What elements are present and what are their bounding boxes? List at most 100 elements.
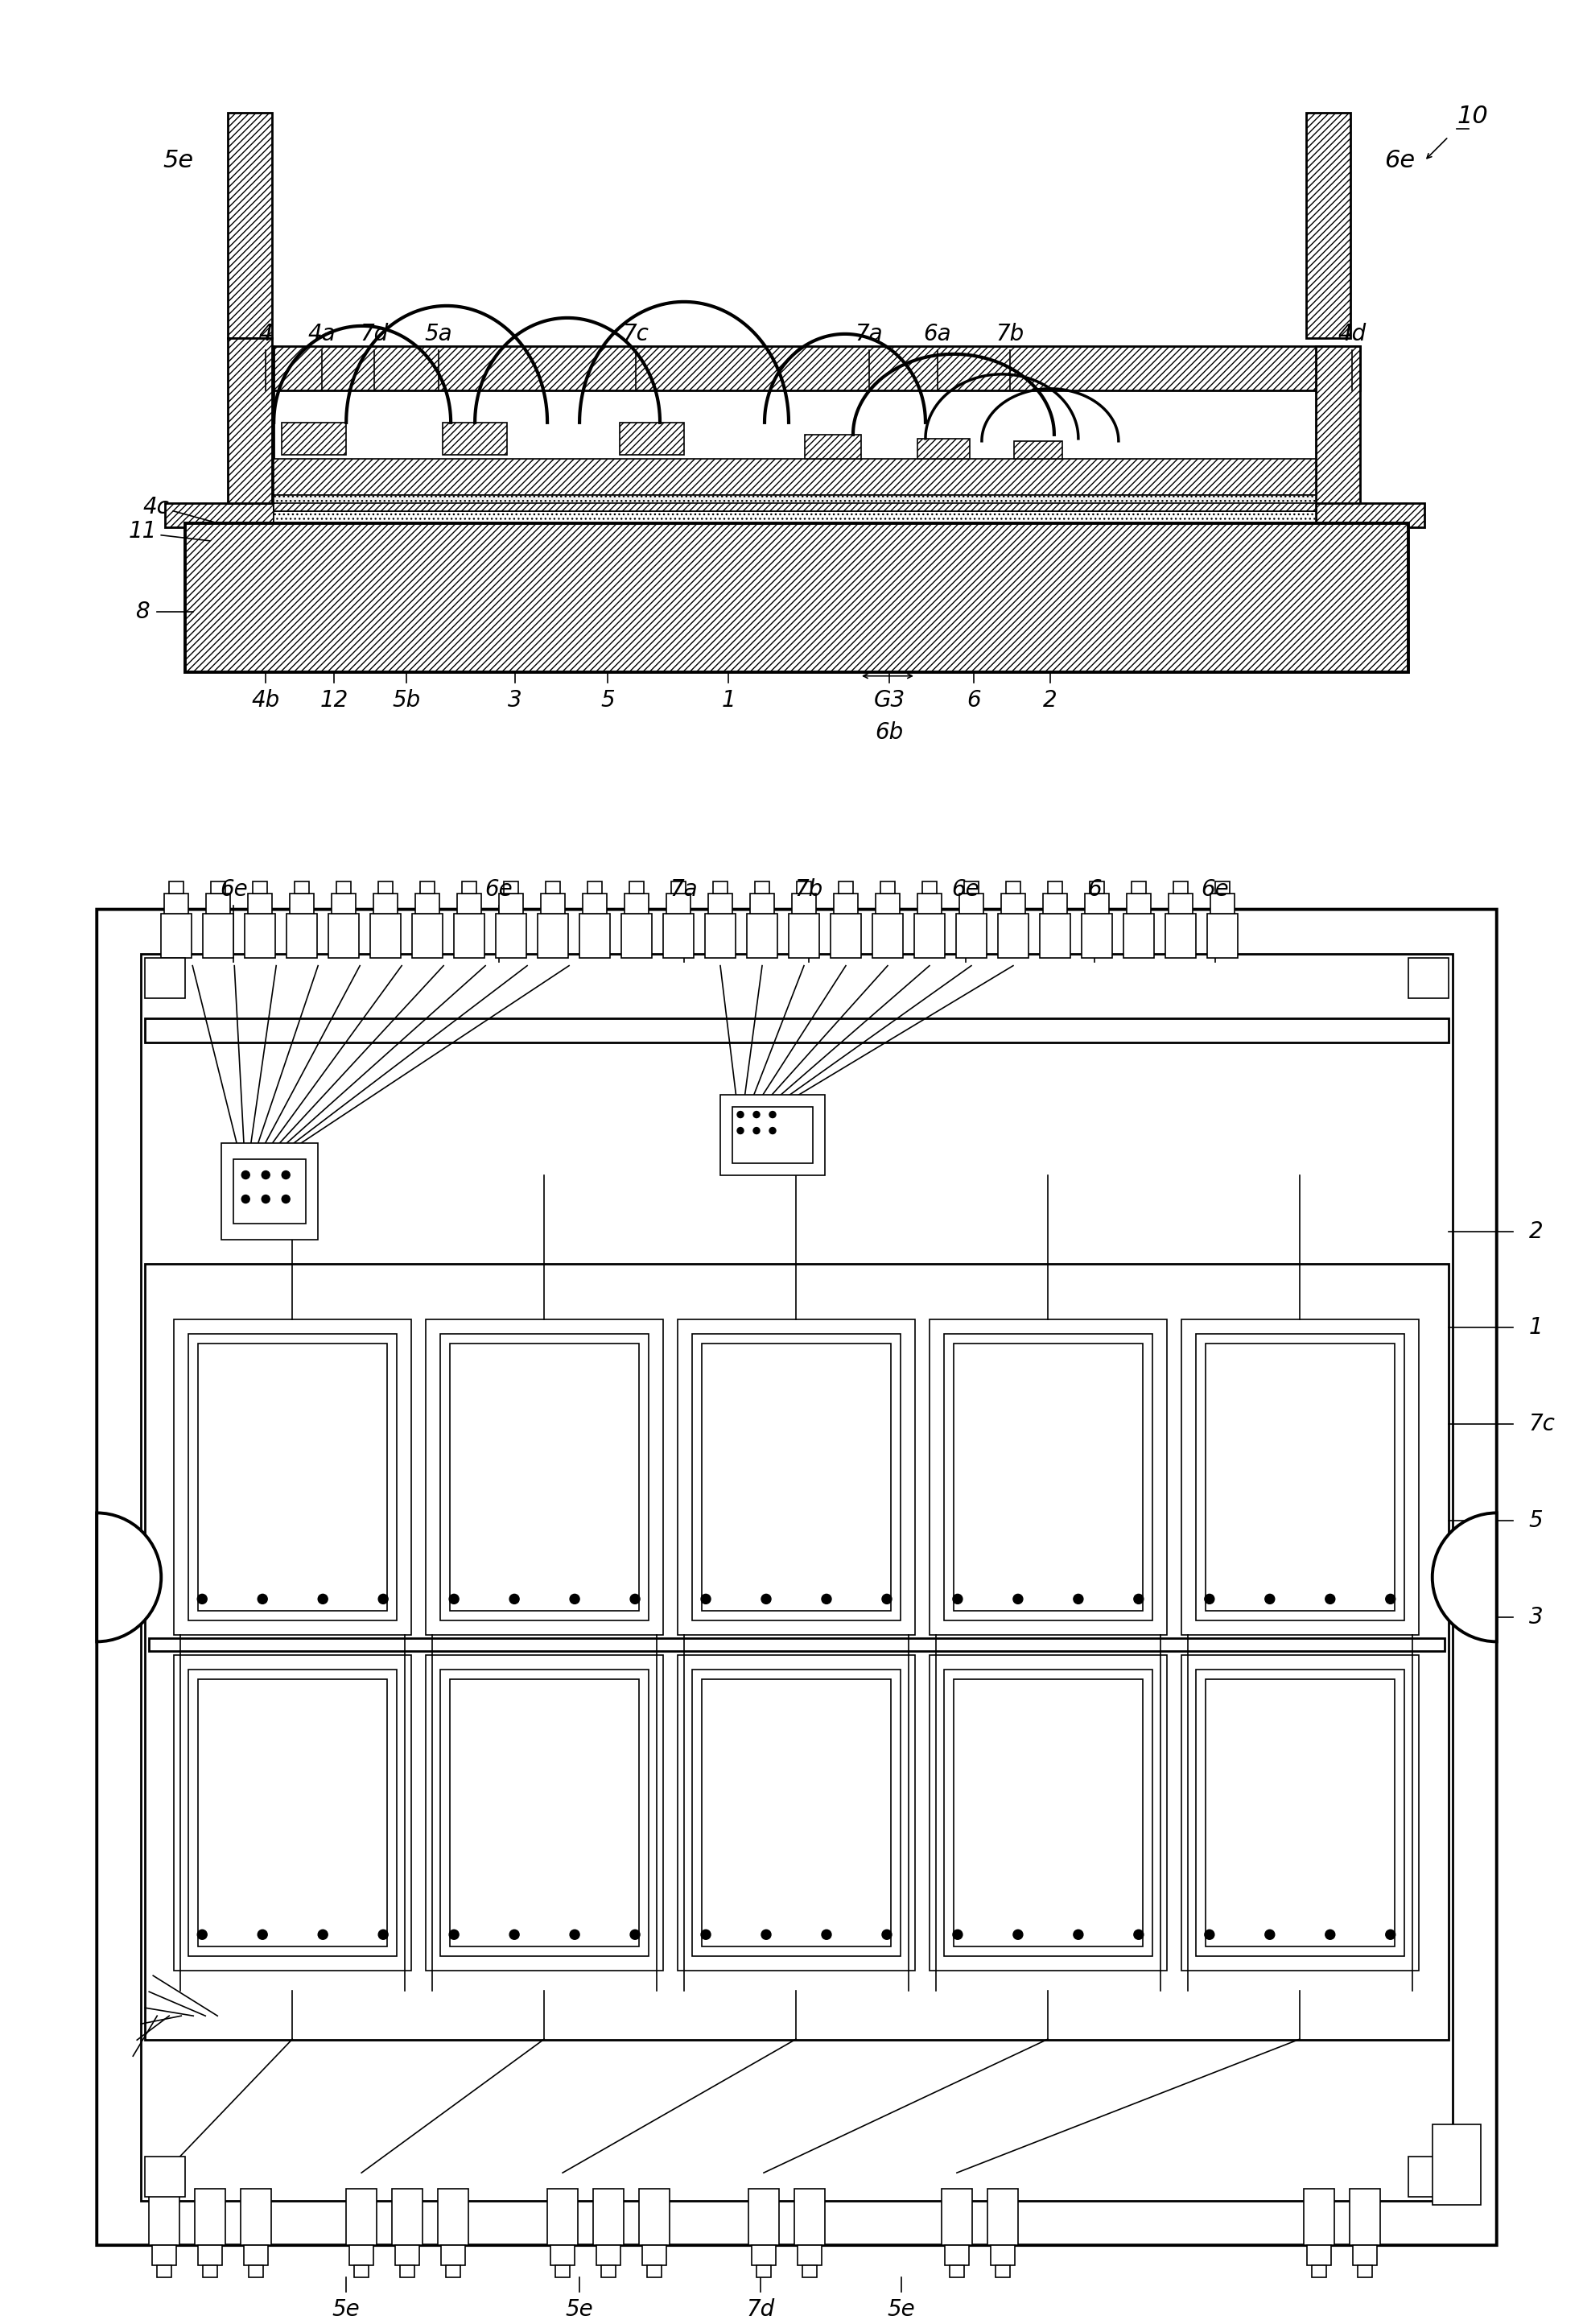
Text: 6e: 6e [1201, 878, 1228, 899]
Bar [454, 913, 484, 957]
Bar [708, 892, 733, 913]
Bar [551, 2245, 575, 2266]
Bar [959, 892, 983, 913]
Bar [583, 892, 606, 913]
Text: 7c: 7c [1529, 1413, 1556, 1436]
Bar [495, 913, 527, 957]
Text: 11: 11 [128, 521, 157, 541]
Text: 7d: 7d [361, 323, 388, 346]
Bar [1165, 913, 1195, 957]
Bar [1040, 913, 1070, 957]
Circle shape [510, 1929, 519, 1941]
Circle shape [282, 1171, 290, 1178]
Bar [619, 423, 684, 456]
Bar [230, 346, 1360, 390]
Bar [752, 2245, 776, 2266]
Bar [945, 2245, 969, 2266]
Bar [1043, 892, 1067, 913]
Bar [1127, 892, 1151, 913]
Bar [1124, 913, 1154, 957]
Circle shape [630, 1594, 640, 1604]
Text: 5e: 5e [565, 2298, 594, 2322]
Bar [792, 892, 817, 913]
Bar [996, 2266, 1010, 2278]
Bar [1349, 2189, 1380, 2245]
Bar [337, 881, 351, 892]
Bar [165, 502, 274, 528]
Bar [872, 913, 902, 957]
Wedge shape [1433, 1513, 1496, 1641]
Bar [747, 913, 777, 957]
Bar [1205, 1680, 1395, 1948]
Bar [438, 2189, 469, 2245]
Bar [1308, 2245, 1331, 2266]
Bar [188, 1334, 397, 1620]
Bar [393, 2189, 423, 2245]
Circle shape [630, 1929, 640, 1941]
Circle shape [754, 1111, 760, 1118]
Bar [146, 2157, 185, 2196]
Bar [964, 881, 978, 892]
Circle shape [450, 1929, 459, 1941]
Circle shape [510, 1594, 519, 1604]
Bar [1315, 502, 1425, 528]
Bar [149, 1638, 1444, 1652]
Circle shape [378, 1929, 388, 1941]
Bar [733, 1106, 812, 1162]
Text: 4b: 4b [252, 688, 280, 711]
Bar [880, 881, 894, 892]
Text: 6b: 6b [875, 720, 904, 744]
Text: 1: 1 [722, 688, 736, 711]
Circle shape [570, 1929, 579, 1941]
Bar [412, 913, 443, 957]
Bar [206, 892, 231, 913]
Bar [253, 881, 268, 892]
Bar [165, 892, 188, 913]
Circle shape [261, 1171, 269, 1178]
Bar [988, 2189, 1018, 2245]
Bar [244, 2245, 268, 2266]
Circle shape [882, 1594, 891, 1604]
Circle shape [258, 1929, 268, 1941]
Circle shape [258, 1594, 268, 1604]
Bar [701, 1680, 891, 1948]
Bar [355, 2266, 369, 2278]
Circle shape [1133, 1929, 1143, 1941]
Circle shape [1133, 1594, 1143, 1604]
Bar [796, 881, 810, 892]
Circle shape [754, 1127, 760, 1134]
Text: 6: 6 [967, 688, 981, 711]
Bar [834, 892, 858, 913]
Bar [546, 881, 560, 892]
Bar [290, 892, 313, 913]
Bar [198, 1343, 388, 1611]
Bar [1211, 892, 1235, 913]
Circle shape [242, 1171, 250, 1178]
Bar [370, 913, 400, 957]
Bar [671, 881, 685, 892]
Text: 7b: 7b [996, 323, 1024, 346]
Text: 6e: 6e [484, 878, 513, 899]
Text: 7a: 7a [855, 323, 883, 346]
Bar [594, 2189, 624, 2245]
Bar [234, 1160, 306, 1222]
Circle shape [1385, 1594, 1395, 1604]
Circle shape [570, 1594, 579, 1604]
Circle shape [1325, 1929, 1334, 1941]
Bar [1206, 913, 1238, 957]
Bar [1132, 881, 1146, 892]
Text: 8: 8 [135, 600, 149, 623]
Circle shape [318, 1594, 328, 1604]
Circle shape [1265, 1929, 1274, 1941]
Bar [602, 2266, 616, 2278]
Bar [915, 913, 945, 957]
Text: 12: 12 [320, 688, 348, 711]
Circle shape [1013, 1594, 1023, 1604]
Bar [274, 495, 1315, 511]
Bar [804, 435, 861, 458]
Text: 4c: 4c [142, 495, 169, 518]
Bar [329, 913, 359, 957]
Text: 4: 4 [258, 323, 272, 346]
Bar [1005, 881, 1021, 892]
Bar [750, 892, 774, 913]
